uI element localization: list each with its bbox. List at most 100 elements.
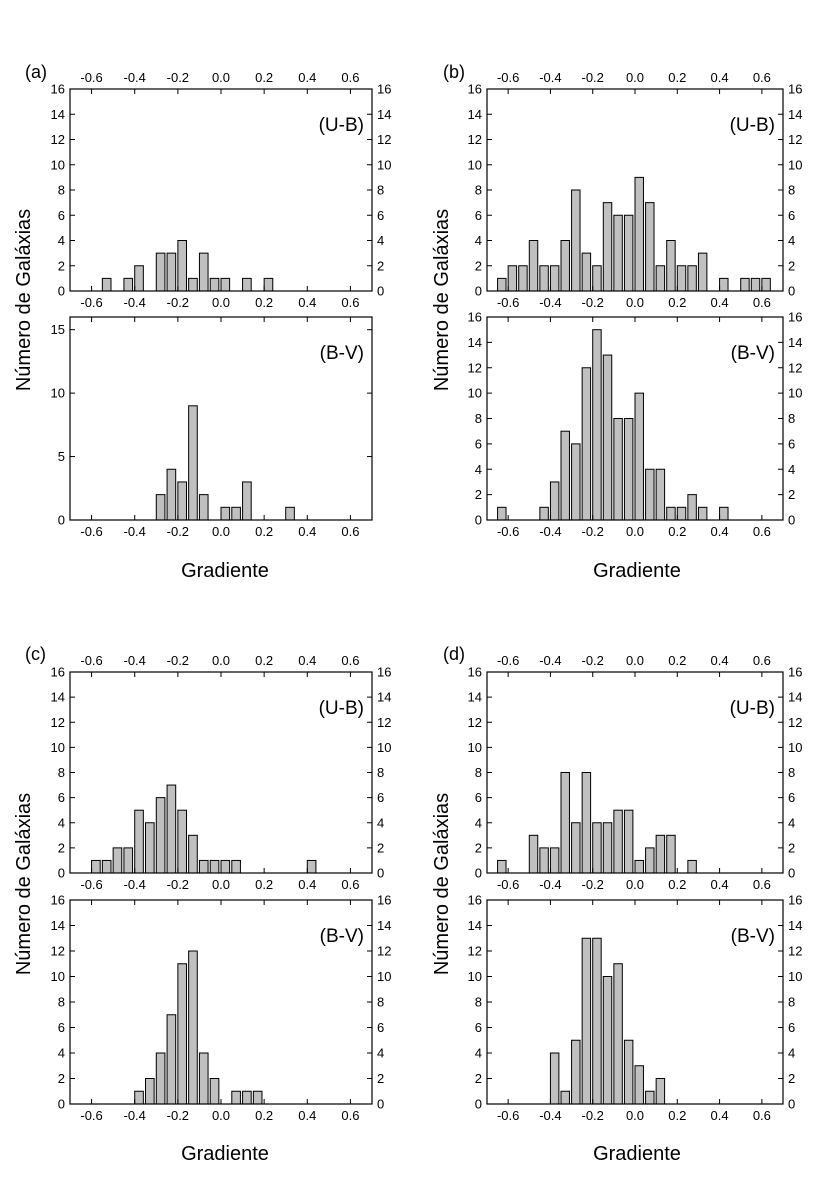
- y-tick-label: 16: [468, 665, 482, 680]
- x-tick-label-top: -0.4: [124, 70, 146, 85]
- y-tick-label: 16: [51, 893, 65, 908]
- histogram-bar: [560, 1090, 570, 1105]
- y-tick-label-right: 12: [377, 944, 391, 959]
- y-tick-label-right: 12: [788, 715, 802, 730]
- color-index-label: (U-B): [730, 698, 775, 719]
- x-tick-label: 0.4: [298, 877, 316, 892]
- subplot-u-b: 0 0 2 2 4 4 6 6 8 8 10 10 12 12 14 14 16 16 -0.6 -0.6 -0.4 -0…: [51, 70, 392, 310]
- y-tick-label-right: 14: [377, 107, 391, 122]
- histogram-bar: [177, 481, 187, 521]
- x-tick-label: 0.2: [668, 877, 686, 892]
- y-tick-label-right: 2: [377, 840, 384, 855]
- x-tick-label-top: -0.4: [539, 70, 561, 85]
- histogram-bar: [592, 937, 602, 1105]
- y-tick-label-right: 16: [377, 82, 391, 97]
- histogram-bar: [539, 265, 549, 292]
- histogram-bar: [145, 1078, 155, 1105]
- histogram-bar: [497, 277, 507, 292]
- x-tick-label-top: -0.6: [497, 70, 519, 85]
- histogram-bar: [613, 809, 623, 874]
- histogram-bar: [719, 277, 729, 292]
- y-tick-label: 5: [58, 449, 65, 464]
- x-tick-label-top: -0.6: [497, 653, 519, 668]
- histogram-bar: [528, 240, 539, 292]
- x-tick-label: -0.6: [497, 295, 519, 310]
- histogram-bar: [687, 265, 697, 292]
- y-tick-label-right: 0: [788, 284, 795, 299]
- x-tick-label: 0.0: [212, 1108, 230, 1123]
- y-tick-label: 12: [51, 715, 65, 730]
- y-tick-label: 6: [58, 790, 65, 805]
- x-tick-label-top: -0.2: [167, 70, 189, 85]
- panel-d: (d) Número de Galáxias Gradiente 0 0 2 2 4 4 6 6 8 8…: [431, 644, 802, 1165]
- color-index-label: (U-B): [319, 698, 364, 719]
- x-tick-label: 0.6: [753, 1108, 771, 1123]
- x-axis-title: Gradiente: [181, 560, 269, 582]
- histogram-bar: [231, 1090, 241, 1105]
- x-tick-label: -0.2: [582, 877, 604, 892]
- y-tick-label-right: 0: [377, 1097, 384, 1112]
- x-tick-label-top: -0.6: [80, 70, 102, 85]
- histogram-bar: [655, 468, 666, 521]
- histogram-bar: [623, 418, 634, 521]
- y-tick-label: 10: [468, 157, 482, 172]
- y-tick-label: 4: [475, 1046, 482, 1061]
- histogram-bar: [242, 277, 252, 292]
- histogram-bar: [592, 822, 602, 874]
- y-tick-label: 12: [468, 715, 482, 730]
- histogram-bar: [645, 202, 655, 292]
- histogram-bar: [571, 189, 581, 292]
- y-tick-label: 6: [58, 1020, 65, 1035]
- x-tick-label: -0.6: [497, 877, 519, 892]
- y-tick-label-right: 2: [788, 487, 795, 502]
- histogram-bar: [571, 1039, 581, 1105]
- y-tick-label: 4: [475, 233, 482, 248]
- y-tick-label-right: 14: [788, 335, 802, 350]
- x-tick-label: 0.2: [668, 1108, 686, 1123]
- y-tick-label-right: 8: [788, 183, 795, 198]
- y-tick-label: 14: [51, 918, 65, 933]
- y-tick-label-right: 0: [788, 1097, 795, 1112]
- y-tick-label: 0: [58, 866, 65, 881]
- x-tick-label: -0.6: [497, 1108, 519, 1123]
- x-tick-label-top: 0.0: [212, 653, 230, 668]
- histogram-bar: [112, 847, 123, 874]
- y-tick-label-right: 12: [788, 360, 802, 375]
- histogram-bar: [166, 1014, 177, 1105]
- histogram-bar: [539, 506, 549, 521]
- y-tick-label: 0: [58, 284, 65, 299]
- histogram-bar: [676, 265, 687, 292]
- x-tick-label: 0.6: [753, 877, 771, 892]
- y-tick-label-right: 6: [788, 1020, 795, 1035]
- y-tick-label: 6: [475, 790, 482, 805]
- y-tick-label: 4: [475, 815, 482, 830]
- x-axis-title: Gradiente: [593, 560, 681, 582]
- histogram-bar: [571, 822, 581, 874]
- y-tick-label: 8: [58, 995, 65, 1010]
- x-tick-label: -0.4: [124, 877, 146, 892]
- histogram-bar: [581, 367, 592, 521]
- histogram-bar: [560, 240, 570, 292]
- x-tick-label-top: 0.0: [212, 70, 230, 85]
- y-tick-label: 2: [475, 1071, 482, 1086]
- histogram-bar: [581, 772, 592, 874]
- y-tick-label: 2: [58, 258, 65, 273]
- y-tick-label-right: 16: [377, 893, 391, 908]
- color-index-label: (B-V): [731, 926, 775, 947]
- subplot-u-b: 0 0 2 2 4 4 6 6 8 8 10 10 12 12 14 14 16 16 -0.6 -0.6 -0.4 -0…: [51, 653, 392, 892]
- x-tick-label: -0.2: [167, 295, 189, 310]
- histogram-bar: [134, 265, 144, 292]
- histogram-bar: [634, 392, 644, 521]
- y-tick-label-right: 6: [788, 790, 795, 805]
- histogram-bar: [645, 1090, 655, 1105]
- histogram-bar: [166, 468, 177, 521]
- y-tick-label-right: 10: [788, 157, 802, 172]
- histogram-bar: [549, 1052, 560, 1105]
- y-tick-label: 0: [475, 284, 482, 299]
- y-tick-label: 16: [51, 82, 65, 97]
- histogram-bar: [209, 277, 220, 292]
- y-tick-label: 10: [468, 386, 482, 401]
- histogram-bar: [177, 963, 187, 1105]
- y-tick-label-right: 2: [788, 840, 795, 855]
- x-tick-label-top: 0.0: [626, 653, 644, 668]
